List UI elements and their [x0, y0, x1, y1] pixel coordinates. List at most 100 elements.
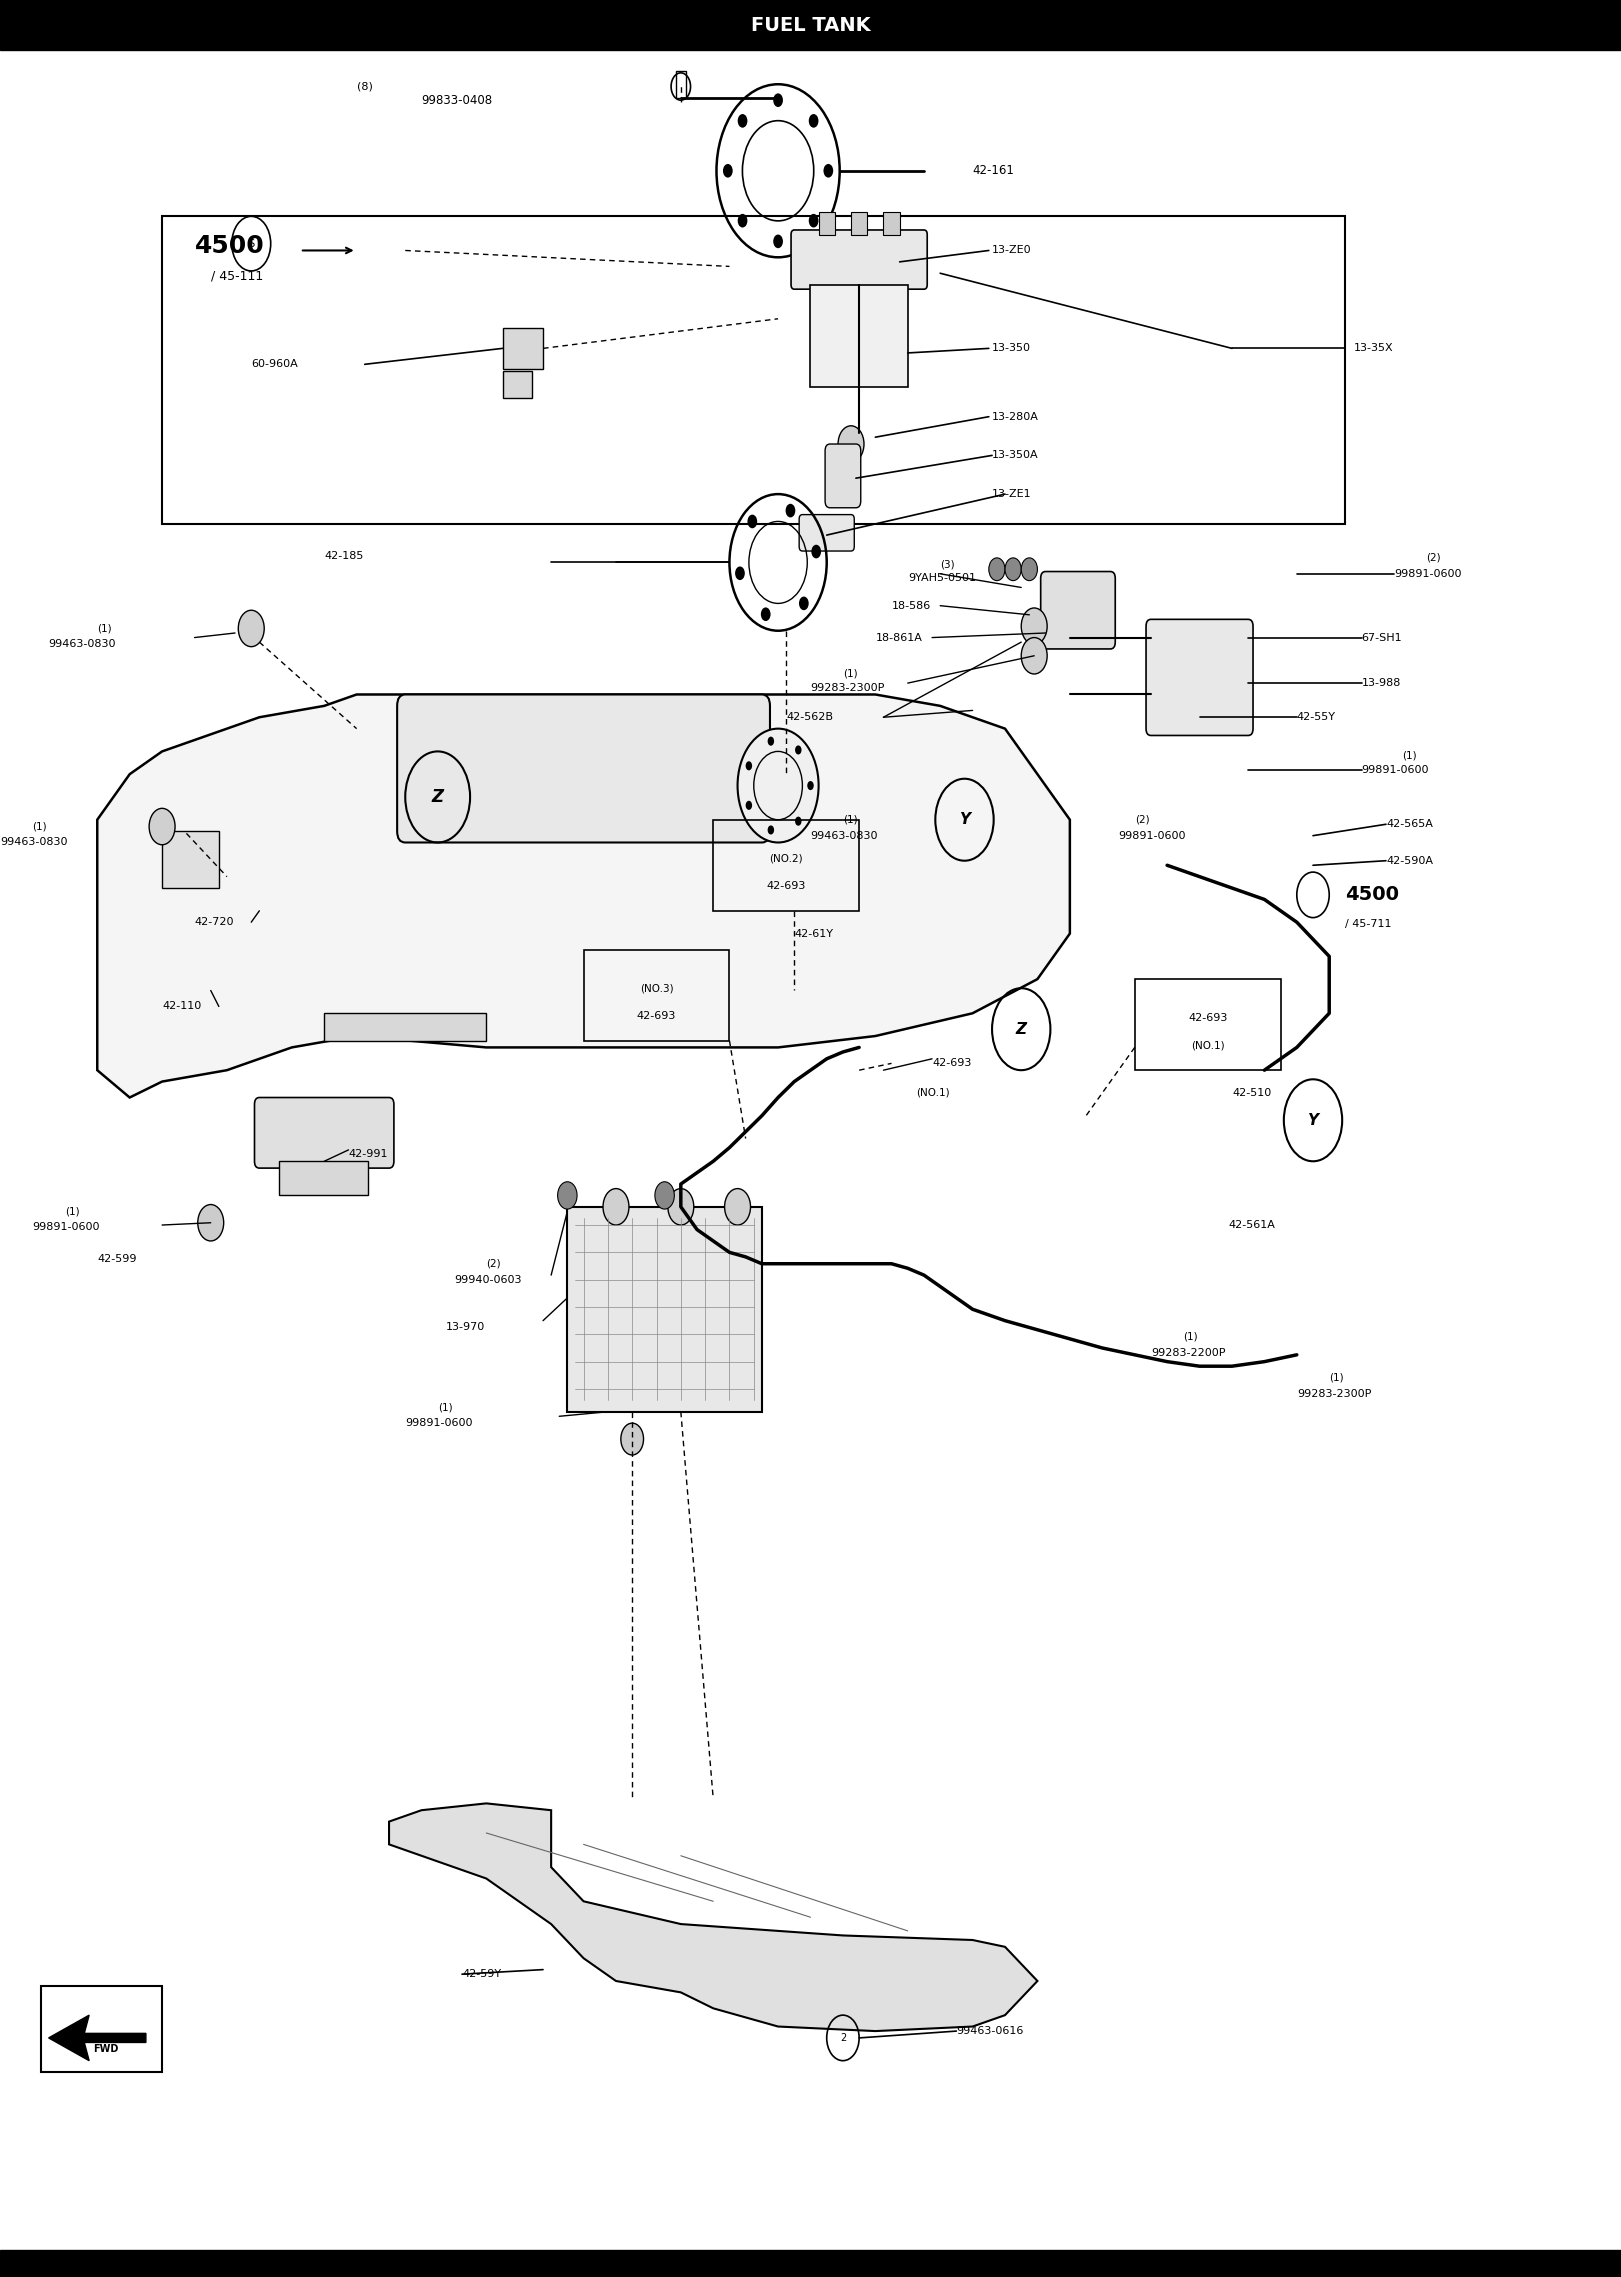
Bar [819, 212, 835, 235]
Circle shape [773, 93, 783, 107]
Circle shape [149, 808, 175, 845]
Circle shape [558, 1182, 577, 1209]
Text: 99891-0600: 99891-0600 [405, 1419, 473, 1428]
FancyBboxPatch shape [791, 230, 927, 289]
Text: 42-693: 42-693 [637, 1011, 676, 1020]
Text: (NO.1): (NO.1) [916, 1088, 950, 1098]
Text: 99463-0830: 99463-0830 [0, 838, 68, 847]
Text: 13-35X: 13-35X [1354, 344, 1392, 353]
Text: 99463-0830: 99463-0830 [810, 831, 879, 840]
Circle shape [746, 761, 752, 770]
Circle shape [668, 1189, 694, 1225]
Circle shape [768, 738, 775, 747]
Text: 99891-0600: 99891-0600 [1362, 765, 1430, 774]
Text: (1): (1) [1329, 1373, 1344, 1382]
Text: (1): (1) [1402, 751, 1417, 761]
Circle shape [786, 503, 796, 517]
Circle shape [768, 824, 775, 833]
Circle shape [655, 1182, 674, 1209]
Bar [324, 1013, 486, 1041]
Text: (NO.1): (NO.1) [1191, 1041, 1224, 1050]
Text: 99891-0600: 99891-0600 [32, 1223, 101, 1232]
Circle shape [794, 745, 801, 754]
Circle shape [1021, 608, 1047, 644]
Text: 42-599: 42-599 [97, 1255, 136, 1264]
Text: 60-960A: 60-960A [251, 360, 298, 369]
Text: / 45-111: / 45-111 [211, 269, 263, 282]
Circle shape [725, 1189, 751, 1225]
Text: (8): (8) [357, 82, 373, 91]
Text: 42-55Y: 42-55Y [1297, 713, 1336, 722]
Text: (1): (1) [843, 669, 858, 679]
Text: 2: 2 [840, 2033, 846, 2042]
Text: Y: Y [960, 813, 969, 827]
Circle shape [1021, 638, 1047, 674]
Circle shape [198, 1205, 224, 1241]
Circle shape [738, 114, 747, 128]
Bar [883, 212, 900, 235]
Text: 99463-0830: 99463-0830 [49, 640, 117, 649]
Text: Z: Z [1016, 1022, 1026, 1036]
Text: Z: Z [431, 788, 444, 806]
Circle shape [603, 1189, 629, 1225]
Text: 13-280A: 13-280A [992, 412, 1039, 421]
Bar [162, 831, 219, 888]
Text: 13-988: 13-988 [1362, 679, 1401, 688]
Circle shape [723, 164, 733, 178]
Bar [676, 71, 686, 98]
Text: 13-350: 13-350 [992, 344, 1031, 353]
Text: 42-185: 42-185 [324, 551, 363, 560]
Text: / 45-711: / 45-711 [1345, 920, 1392, 929]
Text: 13-350A: 13-350A [992, 451, 1039, 460]
Text: 13-ZE1: 13-ZE1 [992, 490, 1031, 499]
Text: 13-970: 13-970 [446, 1323, 485, 1332]
Text: 42-693: 42-693 [932, 1059, 971, 1068]
FancyBboxPatch shape [825, 444, 861, 508]
Text: 67-SH1: 67-SH1 [1362, 633, 1402, 642]
Text: (2): (2) [1426, 553, 1441, 562]
Text: (1): (1) [97, 624, 112, 633]
Polygon shape [389, 1803, 1037, 2031]
Circle shape [1021, 558, 1037, 581]
Text: (1): (1) [32, 822, 47, 831]
Text: 42-991: 42-991 [349, 1150, 387, 1159]
Text: 99283-2300P: 99283-2300P [810, 683, 885, 692]
Text: 42-562B: 42-562B [786, 713, 833, 722]
Text: FUEL TANK: FUEL TANK [751, 16, 870, 34]
Text: 42-59Y: 42-59Y [462, 1970, 501, 1979]
Text: 99463-0616: 99463-0616 [956, 2027, 1024, 2036]
Bar [503, 371, 532, 398]
Text: 4500: 4500 [1345, 886, 1399, 904]
Text: 9YAH5-0501: 9YAH5-0501 [908, 574, 976, 583]
Text: S: S [248, 239, 254, 248]
Text: 42-565A: 42-565A [1386, 820, 1433, 829]
Text: (2): (2) [486, 1259, 501, 1268]
Text: 4500: 4500 [195, 235, 264, 257]
Text: 18-861A: 18-861A [875, 633, 922, 642]
Bar [851, 212, 867, 235]
Text: (1): (1) [1183, 1332, 1198, 1341]
Text: 42-693: 42-693 [767, 881, 806, 890]
Circle shape [238, 610, 264, 647]
Text: 42-720: 42-720 [195, 918, 233, 927]
Circle shape [809, 214, 819, 228]
Text: Y: Y [1308, 1113, 1318, 1127]
Text: 13-ZE0: 13-ZE0 [992, 246, 1031, 255]
Text: (NO.2): (NO.2) [770, 854, 802, 863]
Circle shape [812, 544, 822, 558]
Circle shape [799, 597, 809, 610]
Bar [41, 1986, 162, 2072]
Text: 42-561A: 42-561A [1229, 1220, 1276, 1230]
Text: FWD: FWD [92, 2045, 118, 2054]
Circle shape [794, 817, 801, 827]
Text: (NO.3): (NO.3) [640, 984, 673, 993]
Bar [0, 0, 1621, 50]
Circle shape [809, 114, 819, 128]
Bar [503, 328, 543, 369]
Bar [0, 2250, 1621, 2277]
Circle shape [738, 729, 819, 842]
FancyBboxPatch shape [799, 515, 854, 551]
Circle shape [747, 515, 757, 528]
Text: 42-61Y: 42-61Y [794, 929, 833, 938]
Circle shape [734, 567, 744, 581]
